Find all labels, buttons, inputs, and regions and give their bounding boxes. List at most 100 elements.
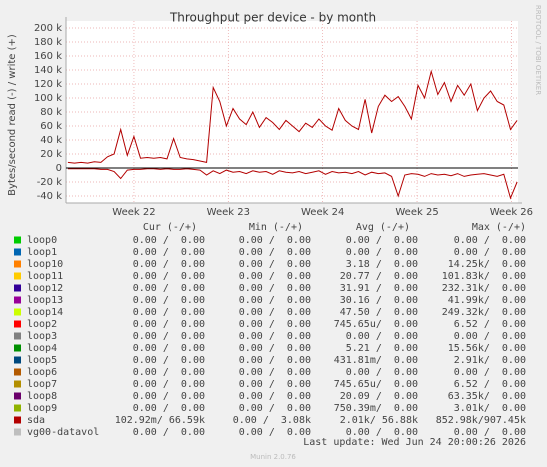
legend-value: 0.00 / 0.00 bbox=[239, 367, 311, 378]
legend-value: 0.00 / 0.00 bbox=[239, 379, 311, 390]
legend-value: 0.00 / 0.00 bbox=[239, 391, 311, 402]
legend-value: 0.00 / 0.00 bbox=[454, 331, 526, 342]
y-tick-label: 140 k bbox=[34, 65, 62, 76]
legend-value: 30.16 / 0.00 bbox=[340, 295, 418, 306]
legend-value: 0.00 / 0.00 bbox=[133, 379, 205, 390]
legend-value: 0.00 / 0.00 bbox=[346, 235, 418, 246]
legend-swatch bbox=[14, 284, 21, 292]
column-header: Min (-/+) bbox=[249, 222, 303, 233]
legend-name: loop14 bbox=[27, 307, 63, 318]
y-tick-label: 180 k bbox=[34, 37, 62, 48]
y-tick-label: 80 k bbox=[40, 107, 62, 118]
legend-value: 0.00 / 0.00 bbox=[133, 271, 205, 282]
x-tick-label: Week 25 bbox=[395, 207, 438, 218]
legend-value: 14.25k/ 0.00 bbox=[448, 259, 526, 270]
legend-name: loop13 bbox=[27, 295, 63, 306]
legend-swatch bbox=[14, 320, 21, 328]
legend-value: 431.81m/ 0.00 bbox=[334, 355, 418, 366]
legend-name: loop9 bbox=[27, 403, 57, 414]
last-update: Last update: Wed Jun 24 20:00:26 2026 bbox=[303, 437, 526, 448]
chart-title: Throughput per device - by month bbox=[169, 11, 376, 25]
legend-swatch bbox=[14, 428, 21, 436]
legend-value: 0.00 / 0.00 bbox=[346, 247, 418, 258]
legend-name: loop5 bbox=[27, 355, 57, 366]
y-tick-label: -40 k bbox=[37, 191, 63, 202]
legend-value: 63.35k/ 0.00 bbox=[448, 391, 526, 402]
legend-value: 47.50 / 0.00 bbox=[340, 307, 418, 318]
legend-name: loop7 bbox=[27, 379, 57, 390]
y-tick-label: 200 k bbox=[34, 23, 62, 34]
legend-swatch bbox=[14, 248, 21, 256]
legend-value: 0.00 / 0.00 bbox=[239, 403, 311, 414]
legend-value: 0.00 / 0.00 bbox=[239, 247, 311, 258]
legend-name: vg00-datavol bbox=[27, 427, 99, 438]
column-header: Cur (-/+) bbox=[143, 222, 197, 233]
legend-swatch bbox=[14, 368, 21, 376]
legend-value: 0.00 / 0.00 bbox=[239, 283, 311, 294]
legend-value: 0.00 / 0.00 bbox=[454, 367, 526, 378]
legend-value: 0.00 / 0.00 bbox=[133, 235, 205, 246]
legend-value: 2.91k/ 0.00 bbox=[454, 355, 526, 366]
legend-value: 0.00 / 0.00 bbox=[133, 355, 205, 366]
legend-value: 0.00 / 0.00 bbox=[133, 283, 205, 294]
y-tick-label: 0 bbox=[56, 163, 62, 174]
legend-value: 0.00 / 0.00 bbox=[133, 391, 205, 402]
legend-value: 0.00 / 0.00 bbox=[239, 271, 311, 282]
side-label: RRDTOOL / TOBI OETIKER bbox=[534, 5, 542, 95]
series-line bbox=[67, 168, 518, 200]
legend-swatch bbox=[14, 296, 21, 304]
legend-swatch bbox=[14, 392, 21, 400]
y-tick-label: 40 k bbox=[40, 135, 62, 146]
legend-value: 102.92m/ 66.59k bbox=[115, 415, 205, 426]
legend-value: 0.00 / 0.00 bbox=[133, 403, 205, 414]
legend-value: 0.00 / 0.00 bbox=[133, 319, 205, 330]
legend-value: 6.52 / 0.00 bbox=[454, 379, 526, 390]
legend-value: 20.77 / 0.00 bbox=[340, 271, 418, 282]
legend-value: 0.00 / 0.00 bbox=[133, 343, 205, 354]
legend-value: 745.65u/ 0.00 bbox=[334, 379, 418, 390]
legend-swatch bbox=[14, 416, 21, 424]
y-tick-label: 120 k bbox=[34, 79, 62, 90]
legend-value: 852.98k/907.45k bbox=[436, 415, 526, 426]
legend-name: loop1 bbox=[27, 247, 57, 258]
legend-value: 0.00 / 0.00 bbox=[133, 331, 205, 342]
x-tick-label: Week 23 bbox=[207, 207, 250, 218]
legend-value: 5.21 / 0.00 bbox=[346, 343, 418, 354]
column-header: Avg (-/+) bbox=[356, 222, 410, 233]
legend-value: 0.00 / 0.00 bbox=[454, 427, 526, 438]
legend-swatch bbox=[14, 356, 21, 364]
y-tick-label: -20 k bbox=[37, 177, 63, 188]
legend-value: 0.00 / 0.00 bbox=[133, 307, 205, 318]
legend-name: loop2 bbox=[27, 319, 57, 330]
legend-swatch bbox=[14, 308, 21, 316]
legend-value: 0.00 / 0.00 bbox=[454, 247, 526, 258]
legend-value: 0.00 / 0.00 bbox=[346, 331, 418, 342]
legend-value: 0.00 / 0.00 bbox=[239, 355, 311, 366]
legend-swatch bbox=[14, 332, 21, 340]
legend-value: 0.00 / 0.00 bbox=[239, 331, 311, 342]
legend-value: 232.31k/ 0.00 bbox=[442, 283, 526, 294]
legend-value: 745.65u/ 0.00 bbox=[334, 319, 418, 330]
column-header: Max (-/+) bbox=[472, 222, 526, 233]
legend-swatch bbox=[14, 272, 21, 280]
legend-value: 0.00 / 0.00 bbox=[133, 295, 205, 306]
legend-value: 20.09 / 0.00 bbox=[340, 391, 418, 402]
legend-value: 0.00 / 0.00 bbox=[239, 259, 311, 270]
legend-value: 0.00 / 0.00 bbox=[133, 247, 205, 258]
legend-value: 0.00 / 0.00 bbox=[346, 367, 418, 378]
x-tick-label: Week 24 bbox=[301, 207, 344, 218]
y-tick-label: 60 k bbox=[40, 121, 62, 132]
legend-value: 3.01k/ 0.00 bbox=[454, 403, 526, 414]
legend-value: 0.00 / 0.00 bbox=[346, 427, 418, 438]
y-tick-label: 100 k bbox=[34, 93, 62, 104]
legend-value: 6.52 / 0.00 bbox=[454, 319, 526, 330]
legend-name: loop12 bbox=[27, 283, 63, 294]
legend-value: 0.00 / 3.08k bbox=[233, 415, 311, 426]
legend-value: 3.18 / 0.00 bbox=[346, 259, 418, 270]
y-axis-label: Bytes/second read (-) / write (+) bbox=[7, 34, 18, 196]
legend-value: 0.00 / 0.00 bbox=[239, 235, 311, 246]
legend-name: loop11 bbox=[27, 271, 63, 282]
legend-swatch bbox=[14, 404, 21, 412]
legend-value: 750.39m/ 0.00 bbox=[334, 403, 418, 414]
